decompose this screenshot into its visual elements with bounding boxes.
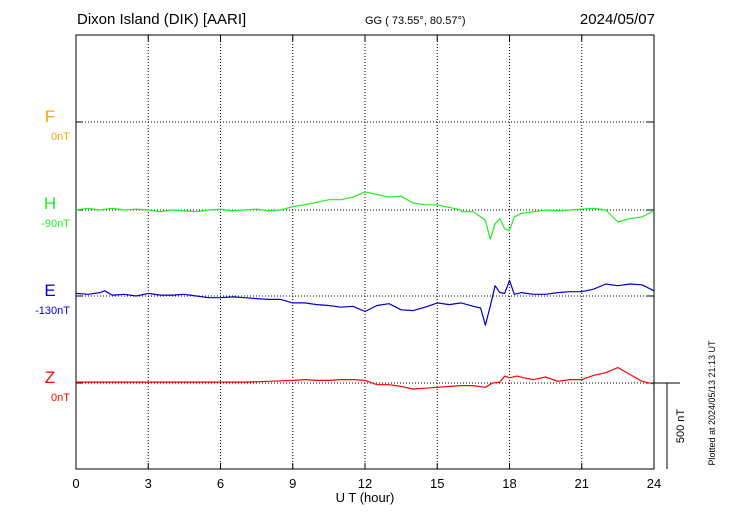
scale-bar-label: 500 nT (675, 409, 687, 444)
trace-H (75, 191, 655, 240)
trace-Z (76, 366, 655, 390)
x-tick-label: 21 (575, 476, 589, 491)
component-name-H: H (44, 194, 56, 213)
x-tick-label: 6 (217, 476, 224, 491)
plotted-note: Plotted at 2024/05/13 21:13 UT (707, 340, 717, 466)
x-tick-label: 9 (289, 476, 296, 491)
chart-date: 2024/05/07 (580, 11, 655, 28)
component-labels: F 0nT H -90nT E -130nT Z 0nT (35, 107, 70, 404)
scale-bar (654, 382, 680, 469)
component-baseline-F: 0nT (51, 131, 70, 143)
x-tick-label: 12 (358, 476, 372, 491)
component-name-F: F (45, 107, 55, 126)
component-name-E: E (44, 281, 55, 300)
component-baseline-H: -90nT (41, 218, 70, 230)
grid-lines (76, 35, 654, 469)
x-tick-label: 15 (430, 476, 444, 491)
component-baseline-E: -130nT (35, 305, 70, 317)
station-title: Dixon Island (DIK) [AARI] (77, 11, 246, 28)
x-tick-label: 18 (502, 476, 516, 491)
x-tick-label: 24 (647, 476, 661, 491)
component-name-Z: Z (45, 368, 55, 387)
x-tick-label: 3 (145, 476, 152, 491)
trace-E (75, 279, 655, 326)
x-tick-labels: 0 3 6 9 12 15 18 21 24 (72, 476, 661, 491)
component-baseline-Z: 0nT (51, 392, 70, 404)
traces (75, 191, 655, 390)
x-axis-label: U T (hour) (336, 490, 395, 505)
x-tick-label: 0 (72, 476, 79, 491)
station-coords: GG ( 73.55°, 80.57°) (365, 15, 466, 27)
